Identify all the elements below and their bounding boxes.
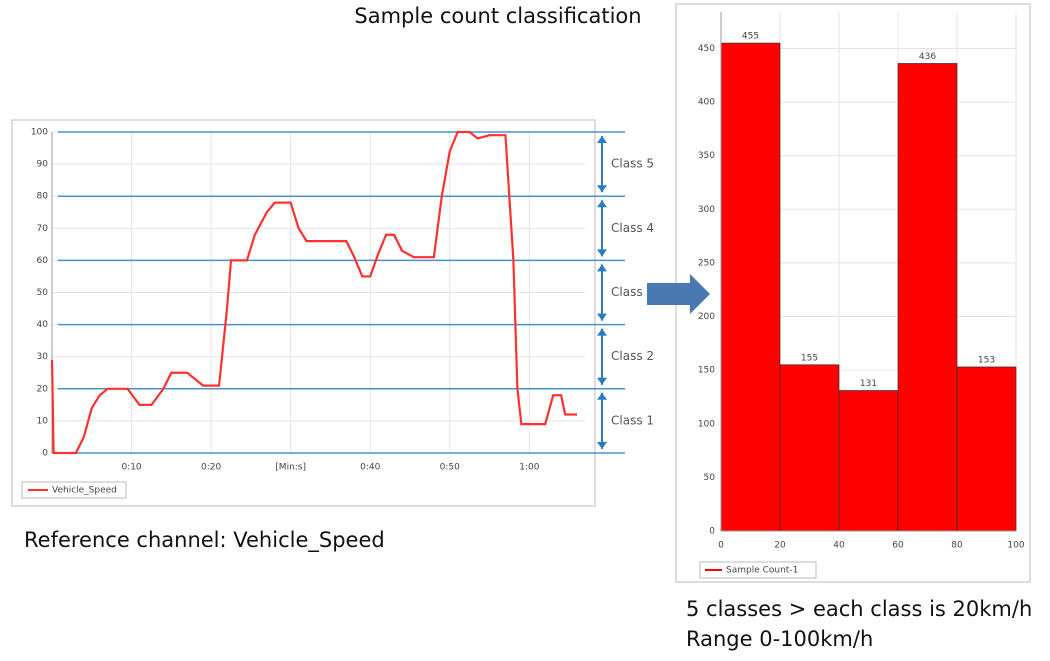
bar (956, 366, 1017, 532)
x-tick-label: 0 (718, 541, 724, 551)
class-arrow-head (597, 136, 607, 143)
y-tick-label: 50 (37, 288, 49, 298)
y-tick-label: 20 (37, 384, 49, 394)
x-tick-label: 40 (833, 541, 845, 551)
value-label: 436 (919, 52, 936, 62)
value-label: 131 (860, 379, 877, 389)
y-tick-label: 300 (698, 205, 715, 215)
y-tick-label: 10 (37, 416, 49, 426)
class-label: Class 1 (611, 413, 654, 427)
class-arrow-head (597, 328, 607, 336)
y-tick-label: 350 (698, 151, 715, 161)
y-tick-label: 150 (698, 366, 715, 376)
class-arrow-head (597, 185, 607, 193)
class-arrow-head (597, 200, 607, 208)
x-tick-label: 100 (1007, 541, 1024, 551)
x-tick-label: 0:10 (121, 463, 141, 473)
y-tick-label: 100 (698, 419, 715, 429)
bar (838, 390, 899, 532)
x-tick-label: 0:40 (360, 463, 380, 473)
bar (779, 364, 840, 532)
y-tick-label: 400 (698, 98, 715, 108)
legend-box (21, 481, 127, 499)
y-tick-label: 450 (698, 44, 715, 54)
y-tick-label: 100 (31, 128, 48, 138)
title: Sample count classification (354, 4, 641, 28)
y-tick-label: 70 (37, 224, 49, 234)
x-tick-label: 0:50 (440, 463, 460, 473)
y-tick-label: 80 (37, 192, 49, 202)
class-arrow-head (597, 392, 607, 400)
bar (720, 42, 781, 532)
class-arrow-head (597, 442, 607, 449)
value-label: 455 (742, 32, 759, 42)
class-label: Class 4 (611, 221, 654, 235)
line-series (50, 130, 578, 455)
x-tick-label: 0:20 (201, 463, 221, 473)
value-label: 155 (801, 353, 818, 363)
caption: Range 0-100km/h (686, 627, 873, 651)
arrow (647, 274, 710, 314)
x-tick-label: 20 (774, 541, 786, 551)
y-tick-label: 0 (709, 527, 715, 537)
caption: Reference channel: Vehicle_Speed (24, 528, 385, 553)
legend-label: Sample Count-1 (726, 566, 798, 576)
y-tick-label: 200 (698, 312, 715, 322)
bar (897, 63, 958, 532)
y-tick-label: 40 (37, 320, 49, 330)
x-tick-label: [Min:s] (275, 463, 306, 473)
class-arrow-head (597, 249, 607, 257)
class-label: Class 5 (611, 157, 654, 171)
legend-label: Vehicle_Speed (52, 486, 117, 496)
class-arrow-head (597, 264, 607, 272)
x-tick-label: 80 (951, 541, 963, 551)
y-tick-label: 0 (42, 449, 48, 459)
line-chart-frame (11, 119, 596, 507)
y-tick-label: 50 (704, 473, 716, 483)
value-label: 153 (978, 355, 995, 365)
class-arrow-head (597, 377, 607, 385)
class-label: Class 2 (611, 349, 654, 363)
x-tick-label: 1:00 (519, 463, 539, 473)
x-tick-label: 60 (892, 541, 904, 551)
y-tick-label: 60 (37, 256, 49, 266)
class-label: Class (611, 285, 643, 299)
caption: 5 classes > each class is 20km/h (686, 597, 1032, 621)
y-tick-label: 90 (37, 160, 49, 170)
legend-box (699, 561, 817, 579)
y-tick-label: 250 (698, 258, 715, 268)
y-tick-label: 30 (37, 352, 49, 362)
class-arrow-head (597, 313, 607, 321)
